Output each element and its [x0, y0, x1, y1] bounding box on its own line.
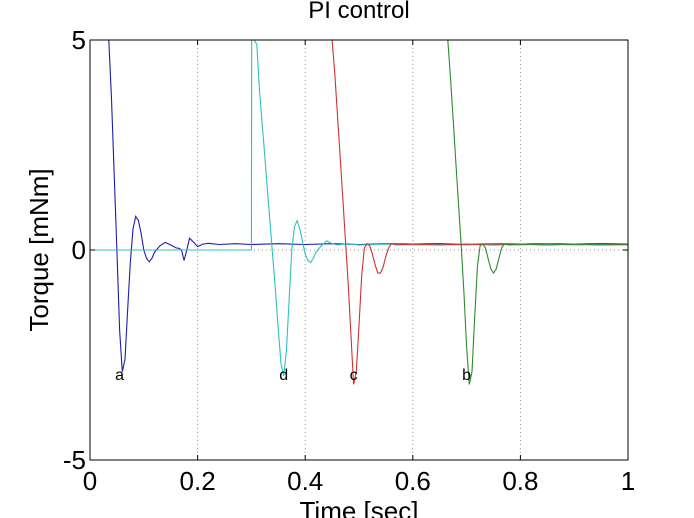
y-axis-title: Torque [mNm] — [24, 168, 54, 331]
ticks: 0 0.2 0.4 0.6 0.8 1-505 — [63, 25, 635, 496]
grid — [90, 40, 628, 460]
annotation-c: c — [350, 367, 358, 384]
x-tick-label: 0.8 — [502, 466, 538, 496]
x-tick-label: 0.4 — [287, 466, 323, 496]
x-tick-label: 0.2 — [180, 466, 216, 496]
series-line-b — [447, 40, 628, 385]
x-axis-title: Time [sec] — [300, 496, 419, 518]
x-tick-label: 1 — [621, 466, 635, 496]
annotation-b: b — [462, 367, 471, 384]
series-layer — [90, 40, 628, 385]
y-tick-label: 5 — [72, 25, 86, 55]
annotation-d: d — [279, 367, 288, 384]
y-tick-label: 0 — [72, 235, 86, 265]
y-tick-label: -5 — [63, 445, 86, 475]
x-tick-label: 0.6 — [395, 466, 431, 496]
annotation-a: a — [115, 367, 124, 384]
series-line-c — [331, 40, 628, 385]
series-line-a — [108, 40, 628, 372]
x-tick-label: 0 — [83, 466, 97, 496]
chart-title: PI control — [308, 0, 409, 24]
